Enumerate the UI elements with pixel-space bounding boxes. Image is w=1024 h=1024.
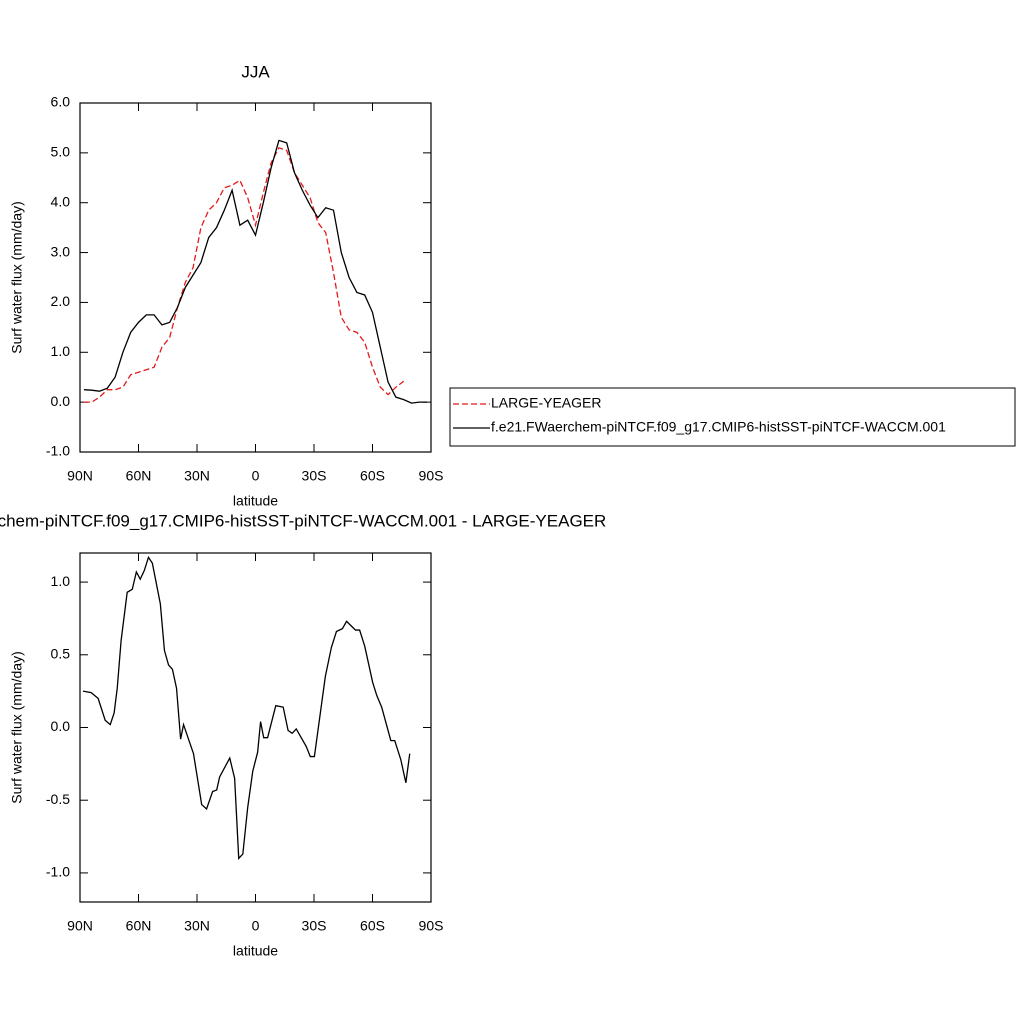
legend-box xyxy=(449,387,1016,447)
x-tick-label: 60S xyxy=(360,468,385,484)
chart-title: JJA xyxy=(241,62,270,81)
x-tick-label: 60S xyxy=(360,918,385,934)
chart-title: f.e21.FWaerchem-piNTCF.f09_g17.CMIP6-his… xyxy=(0,511,606,530)
y-tick-label: -1.0 xyxy=(46,443,70,459)
y-tick-label: -0.5 xyxy=(46,791,70,807)
y-tick-label: 1.0 xyxy=(51,573,71,589)
x-axis-label: latitude xyxy=(233,493,278,509)
x-tick-label: 0 xyxy=(252,918,260,934)
x-tick-label: 30N xyxy=(184,468,210,484)
x-tick-label: 60N xyxy=(126,918,152,934)
y-tick-label: -1.0 xyxy=(46,864,70,880)
plot-frame xyxy=(79,102,432,453)
y-tick-label: 0.0 xyxy=(51,718,71,734)
y-axis-label: Surf water flux (mm/day) xyxy=(9,201,25,353)
x-axis-label: latitude xyxy=(233,943,278,959)
data-line xyxy=(83,147,405,403)
data-line xyxy=(82,555,411,860)
x-tick-label: 90N xyxy=(67,918,93,934)
plot-frame xyxy=(79,552,432,903)
y-tick-label: 6.0 xyxy=(51,94,71,110)
x-tick-label: 30S xyxy=(302,468,327,484)
y-tick-label: 2.0 xyxy=(51,293,71,309)
y-tick-label: 0.0 xyxy=(51,393,71,409)
x-tick-label: 90N xyxy=(67,468,93,484)
x-tick-label: 90S xyxy=(419,468,444,484)
y-tick-label: 5.0 xyxy=(51,144,71,160)
y-tick-label: 3.0 xyxy=(51,243,71,259)
legend-label: LARGE-YEAGER xyxy=(491,395,601,411)
y-tick-label: 1.0 xyxy=(51,343,71,359)
y-tick-label: 4.0 xyxy=(51,193,71,209)
y-axis-label: Surf water flux (mm/day) xyxy=(9,651,25,803)
y-tick-label: 0.5 xyxy=(51,645,71,661)
legend-label: f.e21.FWaerchem-piNTCF.f09_g17.CMIP6-his… xyxy=(491,419,946,435)
x-tick-label: 30N xyxy=(184,918,210,934)
data-line xyxy=(83,139,428,404)
x-tick-label: 0 xyxy=(252,468,260,484)
x-tick-label: 90S xyxy=(419,918,444,934)
x-tick-label: 30S xyxy=(302,918,327,934)
x-tick-label: 60N xyxy=(126,468,152,484)
